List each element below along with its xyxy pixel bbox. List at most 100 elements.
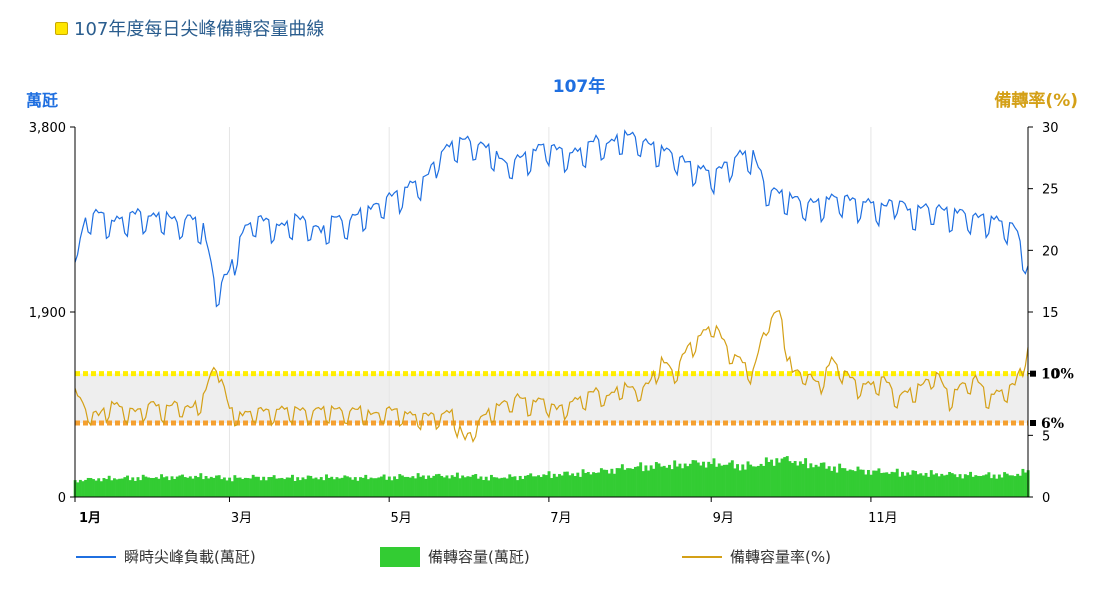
reserve-bar bbox=[380, 476, 383, 497]
reserve-bar bbox=[767, 461, 771, 497]
reserve-bar bbox=[510, 476, 514, 497]
reserve-bar bbox=[893, 472, 897, 497]
reserve-bar bbox=[560, 475, 564, 497]
reserve-bar bbox=[581, 469, 585, 497]
reserve-bar bbox=[487, 480, 491, 497]
reserve-bar bbox=[613, 473, 616, 497]
reserve-bar bbox=[471, 474, 475, 497]
chart-title: 107年 bbox=[553, 76, 606, 97]
reserve-bar bbox=[754, 466, 758, 497]
reserve-bar bbox=[670, 469, 674, 497]
series-line-rate bbox=[74, 309, 1029, 443]
reserve-bar bbox=[416, 473, 420, 497]
reserve-bar bbox=[712, 458, 716, 497]
reserve-bar bbox=[139, 480, 143, 497]
reserve-bar bbox=[351, 479, 355, 497]
reserve-bar bbox=[314, 477, 318, 497]
reserve-bar bbox=[288, 477, 292, 497]
reserve-bar bbox=[484, 476, 488, 497]
reserve-bar bbox=[243, 477, 247, 497]
reserve-bar bbox=[929, 470, 933, 497]
reserve-bar bbox=[390, 480, 394, 497]
reserve-bar bbox=[181, 474, 184, 497]
reserve-bar bbox=[908, 474, 912, 497]
reserve-bar bbox=[605, 469, 609, 497]
reserve-bar bbox=[256, 476, 260, 497]
reserve-bar bbox=[249, 478, 253, 497]
chart: 10% 6% 0 1,900 3,800 0 5 10 15 20 25 30 1月 3月 5月 7月 9月 11… bbox=[26, 76, 1078, 526]
legend-item-reserve[interactable]: 備轉容量(萬瓩) bbox=[380, 546, 530, 567]
reserve-bar bbox=[414, 478, 417, 497]
reserve-bar bbox=[112, 478, 116, 497]
reserve-bar bbox=[796, 465, 800, 497]
reserve-bar bbox=[503, 477, 506, 497]
reserve-bar bbox=[311, 478, 315, 497]
reserve-bar bbox=[914, 470, 918, 497]
reserve-bar bbox=[791, 462, 794, 497]
reserve-bar bbox=[188, 476, 192, 497]
reserve-bar bbox=[524, 475, 527, 497]
reserve-bar bbox=[597, 472, 601, 497]
legend-label-reserve: 備轉容量(萬瓩) bbox=[428, 548, 530, 566]
reserve-bar bbox=[657, 463, 661, 497]
reserve-bar bbox=[191, 478, 195, 497]
reserve-bar bbox=[817, 466, 821, 497]
legend-item-rate[interactable]: 備轉容量率(%) bbox=[682, 546, 831, 567]
reserve-bar bbox=[997, 474, 1001, 497]
reserve-bar bbox=[429, 477, 433, 497]
reserve-bar bbox=[586, 472, 590, 497]
reserve-bar bbox=[115, 479, 119, 497]
reserve-bar bbox=[374, 478, 378, 497]
reserve-bar bbox=[105, 479, 109, 497]
reserve-bar bbox=[730, 460, 734, 497]
reserve-bar bbox=[903, 475, 907, 497]
reserve-bar bbox=[898, 476, 902, 497]
reserve-bar bbox=[948, 471, 952, 497]
reserve-bar bbox=[348, 477, 352, 497]
legend-line-load-icon bbox=[76, 555, 116, 558]
reserve-bar bbox=[94, 480, 98, 497]
y-left-tick-label: 1,900 bbox=[29, 306, 66, 321]
reserve-bar bbox=[558, 474, 561, 497]
reserve-bar bbox=[309, 475, 313, 497]
reserve-bar bbox=[668, 464, 671, 497]
reserve-bar bbox=[353, 477, 357, 497]
reserve-bar bbox=[911, 470, 915, 497]
reserve-bar bbox=[636, 466, 640, 497]
reserve-bar bbox=[762, 465, 766, 497]
reserve-bar bbox=[369, 477, 373, 497]
reserve-bar bbox=[78, 479, 82, 497]
reserve-bar bbox=[633, 466, 637, 497]
reserve-bar bbox=[461, 475, 465, 497]
reserve-bar bbox=[644, 465, 648, 497]
reserve-bar bbox=[576, 472, 580, 497]
reserve-bar bbox=[455, 472, 459, 497]
reserve-bar bbox=[212, 477, 216, 497]
reserve-bar bbox=[652, 468, 656, 497]
reserve-bar bbox=[976, 475, 980, 497]
y-right-tick-label: 0 bbox=[1042, 491, 1050, 506]
reserve-bar bbox=[325, 474, 328, 497]
reserve-bar bbox=[500, 477, 504, 497]
reserve-bar bbox=[733, 468, 737, 497]
reserve-bar bbox=[660, 466, 664, 497]
reserve-bar bbox=[301, 477, 305, 497]
reserve-bar bbox=[927, 476, 931, 497]
reserve-bar bbox=[859, 469, 863, 497]
reserve-bar bbox=[345, 476, 349, 497]
reserve-bar bbox=[990, 478, 993, 497]
reserve-bar bbox=[442, 477, 446, 497]
reserve-bar bbox=[950, 473, 954, 497]
reserve-bar bbox=[963, 474, 967, 497]
reserve-bar bbox=[877, 468, 881, 497]
reserve-bar bbox=[133, 480, 137, 497]
reserve-bar bbox=[335, 477, 339, 497]
reserve-bar bbox=[1013, 476, 1017, 497]
reserve-bar bbox=[563, 471, 567, 497]
reserve-bar bbox=[688, 463, 692, 497]
reserve-bar bbox=[518, 475, 522, 497]
legend-item-load[interactable]: 瞬時尖峰負載(萬瓩) bbox=[76, 546, 256, 567]
reserve-bar bbox=[322, 480, 326, 497]
reserve-bar bbox=[932, 474, 936, 497]
reserve-bar bbox=[366, 479, 370, 497]
